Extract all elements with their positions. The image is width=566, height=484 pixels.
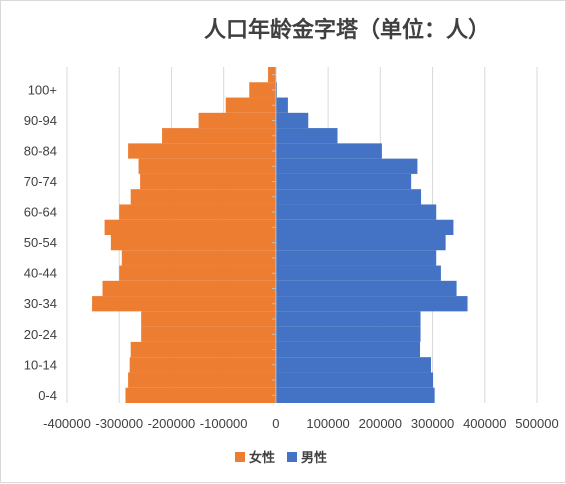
bar-female-7 — [102, 280, 276, 297]
bar-male-13 — [275, 189, 422, 205]
bar-female-8 — [119, 265, 276, 281]
bar-male-20 — [275, 82, 277, 98]
y-tick-label-14: 70-74 — [24, 174, 57, 189]
bar-female-3 — [130, 341, 276, 358]
bar-female-18 — [198, 112, 276, 129]
x-tick-label-9: 500000 — [515, 416, 558, 431]
bar-male-9 — [275, 250, 437, 266]
x-tick-label-0: -400000 — [43, 416, 91, 431]
bar-female-20 — [249, 82, 276, 98]
y-tick-label-8: 40-44 — [24, 266, 57, 281]
x-tick-label-6: 200000 — [359, 416, 402, 431]
x-tick-label-8: 400000 — [463, 416, 506, 431]
y-tick-label-10: 50-54 — [24, 235, 57, 250]
y-tick-label-0: 0-4 — [38, 388, 57, 403]
bar-female-5 — [141, 311, 276, 327]
bar-male-5 — [275, 311, 421, 327]
bar-male-6 — [275, 296, 468, 312]
bar-female-4 — [141, 326, 276, 342]
x-tick-label-4: 0 — [272, 416, 279, 431]
bar-male-16 — [275, 143, 382, 159]
legend-swatch-female — [235, 452, 245, 462]
y-tick-label-20: 100+ — [28, 82, 57, 97]
bar-male-15 — [275, 158, 418, 174]
x-tick-labels: -400000 -300000 -200000 -100000 0 100000 20000… — [43, 416, 559, 431]
x-tick-label-7: 300000 — [411, 416, 454, 431]
bar-male-3 — [275, 341, 421, 358]
x-tick-label-3: -100000 — [200, 416, 248, 431]
bar-female-0 — [125, 387, 276, 403]
y-tick-label-18: 90-94 — [24, 113, 57, 128]
y-tick-label-4: 20-24 — [24, 327, 57, 342]
bar-female-17 — [162, 128, 276, 144]
bar-male-7 — [275, 280, 457, 297]
y-tick-label-12: 60-64 — [24, 205, 57, 220]
bar-female-14 — [140, 173, 276, 190]
bar-male-14 — [275, 173, 412, 190]
bar-female-2 — [129, 357, 276, 373]
chart-title: 人口年龄金字塔（单位：人） — [204, 17, 490, 43]
bar-female-11 — [104, 219, 276, 235]
y-tick-label-6: 30-34 — [24, 296, 57, 311]
bar-male-10 — [275, 235, 446, 251]
bar-female-15 — [138, 158, 276, 174]
y-tick-labels: 0-4 10-14 20-24 30-34 40-44 50-54 60-64 70-74 80… — [24, 74, 276, 403]
x-tick-label-5: 100000 — [306, 416, 349, 431]
bar-female-10 — [110, 235, 276, 251]
bar-male-4 — [275, 326, 421, 342]
bar-female-6 — [92, 296, 276, 312]
bar-female-1 — [128, 372, 276, 388]
bar-female-16 — [128, 143, 276, 159]
bars — [92, 67, 468, 403]
bar-male-12 — [275, 204, 437, 220]
bar-female-13 — [130, 189, 276, 205]
y-tick-label-2: 10-14 — [24, 357, 57, 372]
legend-label-male: 男性 — [301, 450, 327, 466]
x-tick-label-1: -300000 — [95, 416, 143, 431]
bar-male-8 — [275, 265, 441, 281]
bar-male-19 — [275, 97, 288, 113]
bar-male-0 — [275, 387, 435, 403]
bar-female-12 — [119, 204, 276, 220]
bar-female-9 — [121, 250, 276, 266]
bar-male-2 — [275, 357, 431, 373]
legend-label-female: 女性 — [249, 450, 275, 466]
bar-male-18 — [275, 112, 309, 129]
legend: 女性 男性 — [235, 450, 327, 466]
y-tick-label-16: 80-84 — [24, 144, 57, 159]
bar-male-17 — [275, 128, 338, 144]
bar-male-1 — [275, 372, 434, 388]
x-tick-label-2: -200000 — [148, 416, 196, 431]
bar-male-11 — [275, 219, 454, 235]
legend-swatch-male — [287, 452, 297, 462]
bar-female-19 — [225, 97, 276, 113]
